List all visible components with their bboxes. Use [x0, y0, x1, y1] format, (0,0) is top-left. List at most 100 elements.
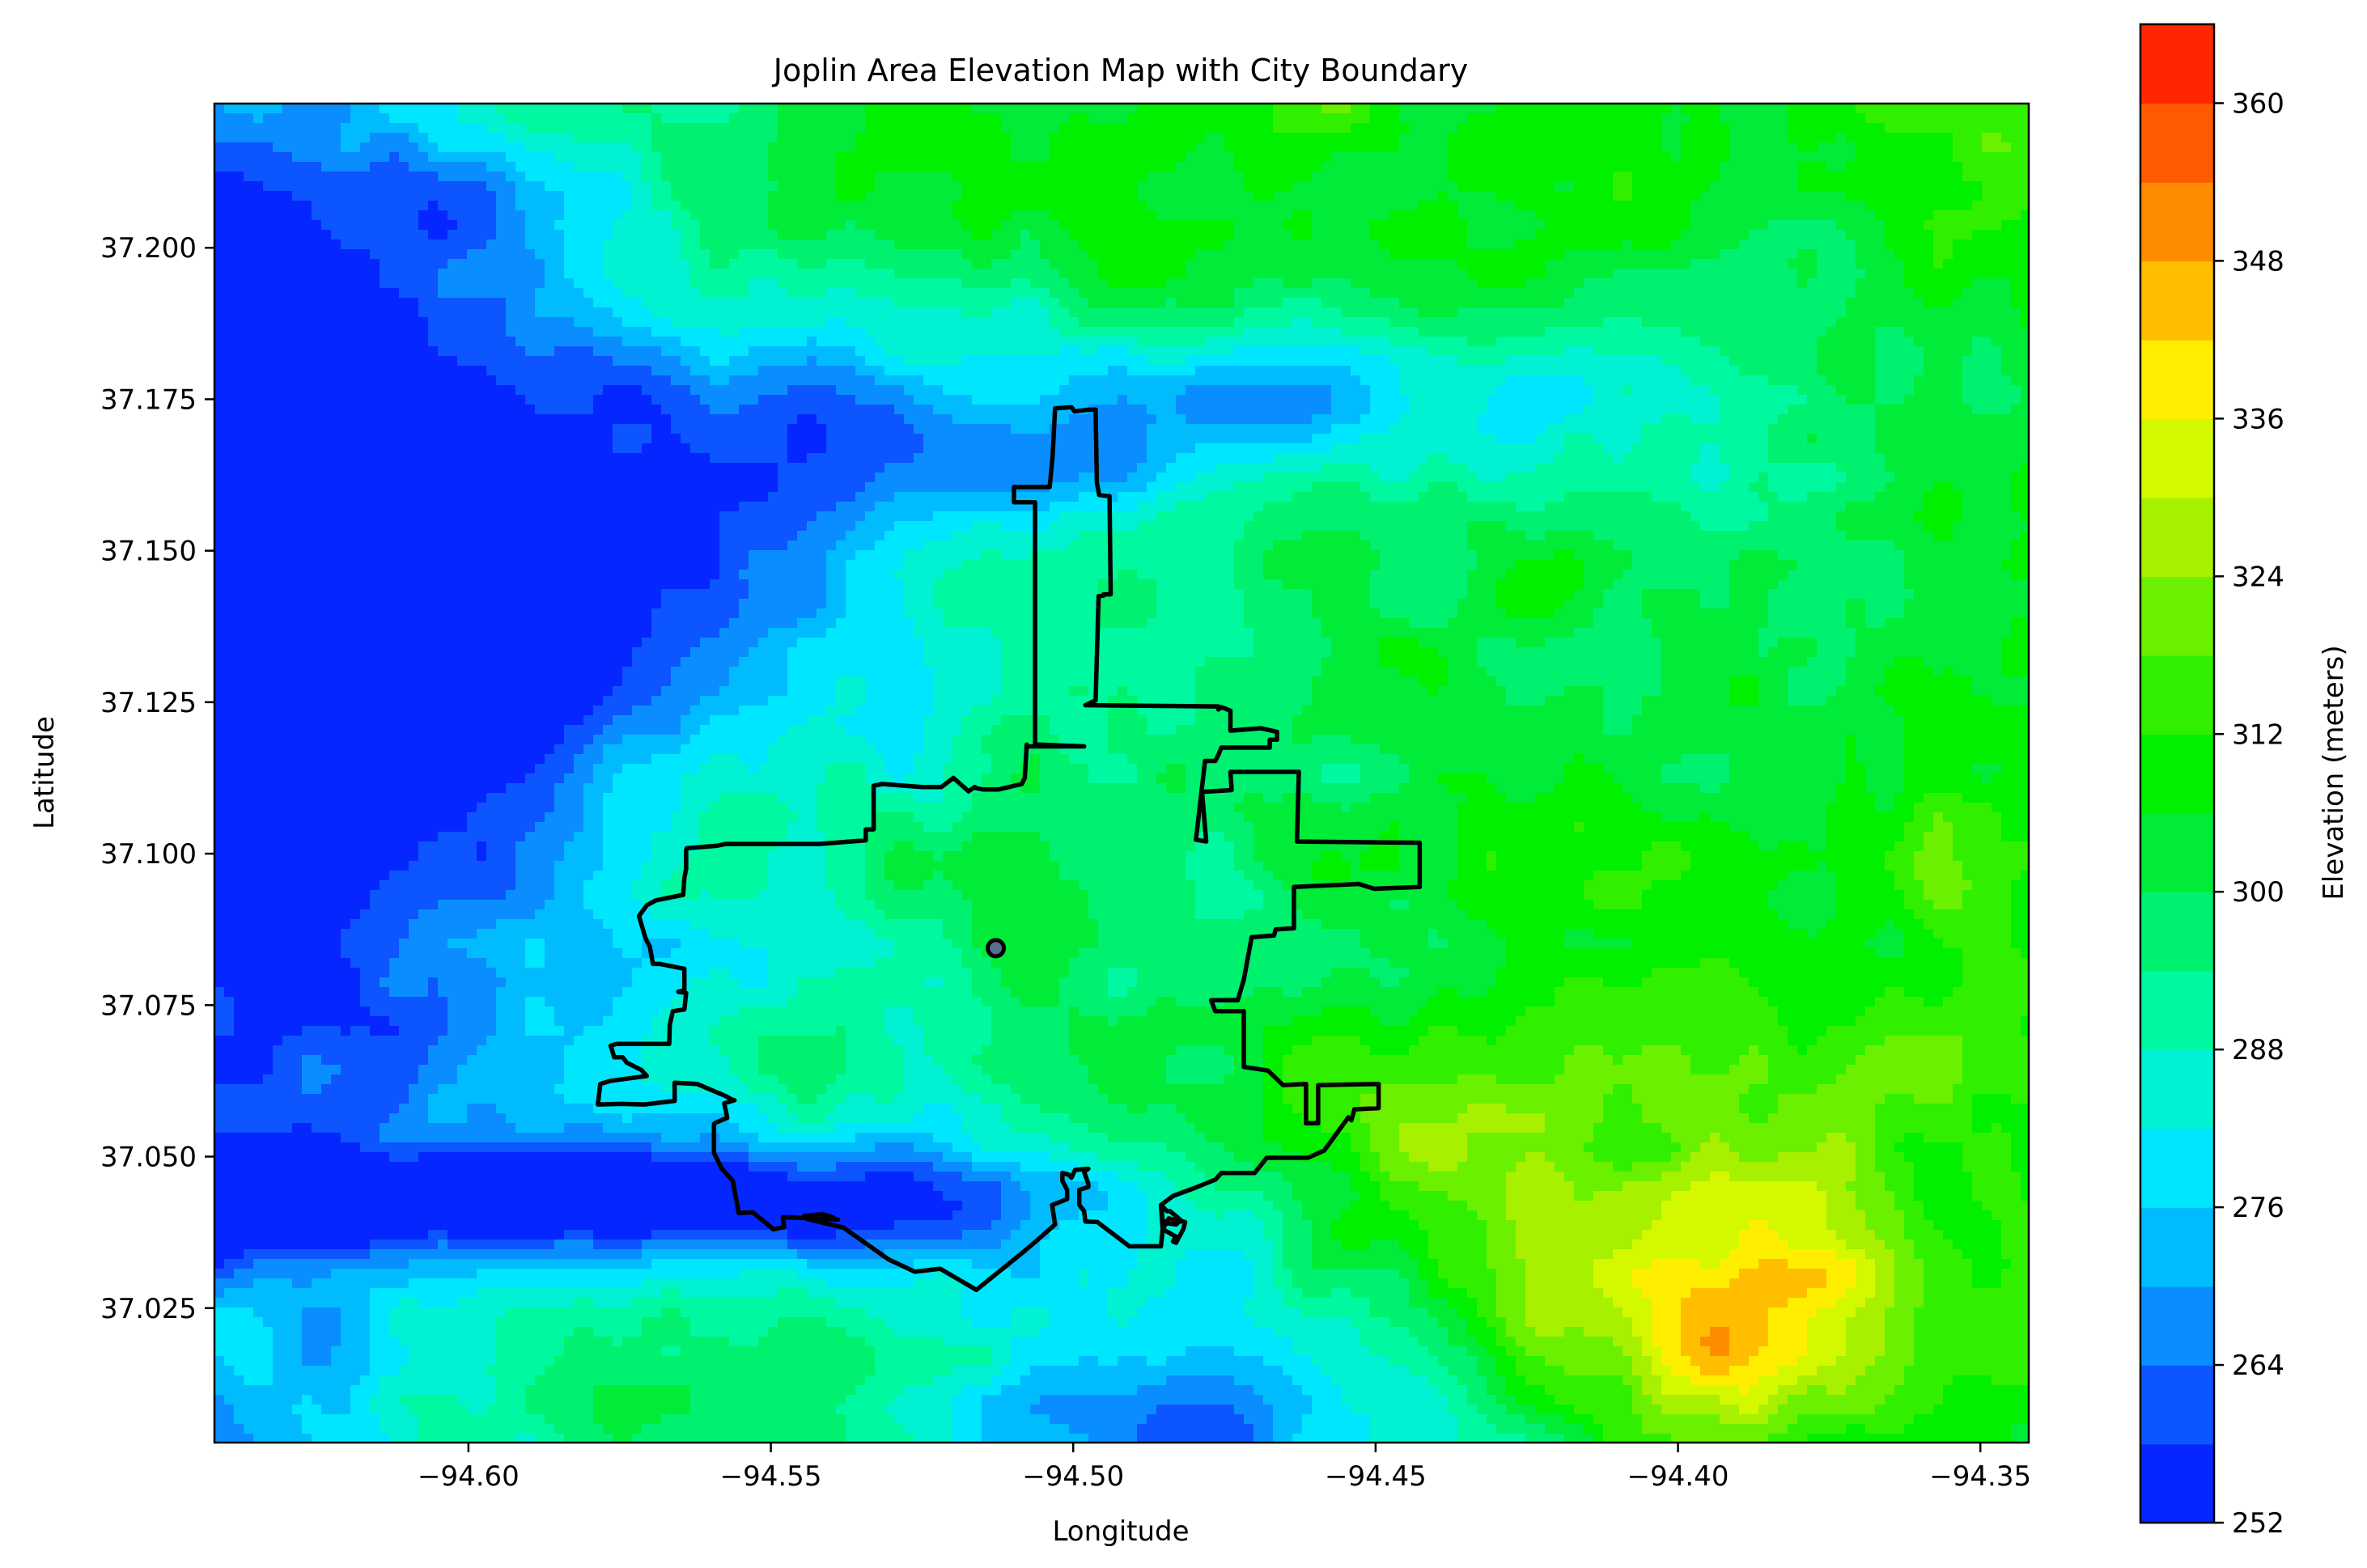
elevation-cell [1846, 239, 1856, 250]
elevation-cell [438, 162, 448, 172]
elevation-cell [1040, 307, 1050, 318]
elevation-cell [622, 133, 633, 143]
elevation-cell [671, 104, 681, 114]
elevation-cell [1681, 210, 1691, 221]
elevation-cell [1496, 142, 1507, 153]
elevation-cell [739, 307, 749, 318]
elevation-cell [1215, 201, 1225, 211]
elevation-cell [1147, 278, 1157, 289]
elevation-cell [1176, 337, 1186, 347]
elevation-cell [846, 142, 856, 153]
elevation-cell [1176, 346, 1186, 357]
elevation-cell [1292, 123, 1303, 133]
elevation-cell [292, 249, 303, 260]
elevation-cell [1477, 142, 1487, 153]
elevation-cell [1943, 201, 1953, 211]
elevation-cell [865, 337, 876, 347]
elevation-cell [2021, 133, 2029, 143]
elevation-cell [1292, 133, 1303, 143]
elevation-cell [525, 307, 536, 318]
elevation-cell [642, 288, 652, 299]
elevation-cell [399, 123, 409, 133]
elevation-cell [700, 142, 711, 153]
elevation-cell [1234, 210, 1245, 221]
elevation-cell [1778, 259, 1788, 269]
elevation-cell [1506, 181, 1516, 192]
elevation-cell [1875, 162, 1886, 172]
elevation-cell [1865, 113, 1876, 124]
elevation-cell [360, 346, 371, 357]
elevation-cell [1856, 298, 1866, 308]
elevation-cell [1817, 307, 1827, 318]
elevation-cell [1147, 259, 1157, 269]
elevation-cell [1176, 220, 1186, 231]
elevation-cell [681, 259, 691, 269]
elevation-cell [399, 356, 409, 367]
elevation-cell [1215, 249, 1225, 260]
elevation-cell [350, 104, 361, 114]
elevation-cell [234, 249, 244, 260]
elevation-cell [1389, 142, 1400, 153]
elevation-cell [1127, 288, 1138, 299]
elevation-cell [1069, 317, 1080, 328]
elevation-cell [1001, 346, 1012, 357]
elevation-cell [1389, 220, 1400, 231]
elevation-cell [1360, 259, 1371, 269]
elevation-cell [1496, 249, 1507, 260]
elevation-cell [331, 162, 341, 172]
elevation-cell [583, 113, 594, 124]
elevation-cell [448, 278, 458, 289]
elevation-cell [1360, 298, 1371, 308]
elevation-cell [282, 201, 293, 211]
elevation-cell [700, 220, 711, 231]
elevation-cell [263, 201, 274, 211]
elevation-cell [380, 230, 390, 240]
elevation-cell [496, 142, 507, 153]
elevation-cell [1215, 278, 1225, 289]
elevation-cell [399, 346, 409, 357]
elevation-cell [787, 239, 798, 250]
elevation-cell [1108, 104, 1118, 114]
elevation-cell [1564, 278, 1575, 289]
elevation-cell [428, 210, 439, 221]
elevation-cell [943, 356, 953, 367]
elevation-cell [1438, 220, 1449, 231]
elevation-cell [1856, 337, 1866, 347]
elevation-cell [1040, 162, 1050, 172]
elevation-cell [496, 298, 507, 308]
elevation-cell [1234, 113, 1245, 124]
elevation-cell [1409, 181, 1419, 192]
elevation-cell [1487, 191, 1497, 201]
elevation-cell [1817, 278, 1827, 289]
elevation-cell [2011, 191, 2021, 201]
elevation-cell [1205, 249, 1215, 260]
elevation-cell [972, 220, 982, 231]
elevation-cell [1885, 181, 1895, 192]
elevation-cell [486, 123, 497, 133]
elevation-cell [1856, 152, 1866, 163]
elevation-cell [1467, 220, 1478, 231]
elevation-cell [865, 104, 876, 114]
elevation-cell [1856, 104, 1866, 114]
elevation-cell [1817, 162, 1827, 172]
elevation-cell [1205, 152, 1215, 163]
elevation-cell [962, 142, 973, 153]
elevation-cell [1856, 259, 1866, 269]
elevation-cell [1972, 113, 1983, 124]
elevation-cell [535, 259, 545, 269]
elevation-cell [855, 337, 866, 347]
elevation-cell [603, 210, 613, 221]
elevation-cell [1477, 317, 1487, 328]
elevation-cell [962, 249, 973, 260]
elevation-cell [1273, 307, 1283, 318]
elevation-cell [253, 152, 264, 163]
elevation-cell [554, 201, 565, 211]
elevation-cell [1195, 133, 1206, 143]
elevation-cell [545, 239, 555, 250]
elevation-cell [797, 181, 808, 192]
elevation-cell [389, 249, 400, 260]
elevation-cell [817, 288, 827, 299]
elevation-cell [234, 307, 244, 318]
elevation-cell [1040, 152, 1050, 163]
elevation-cell [1953, 239, 1963, 250]
